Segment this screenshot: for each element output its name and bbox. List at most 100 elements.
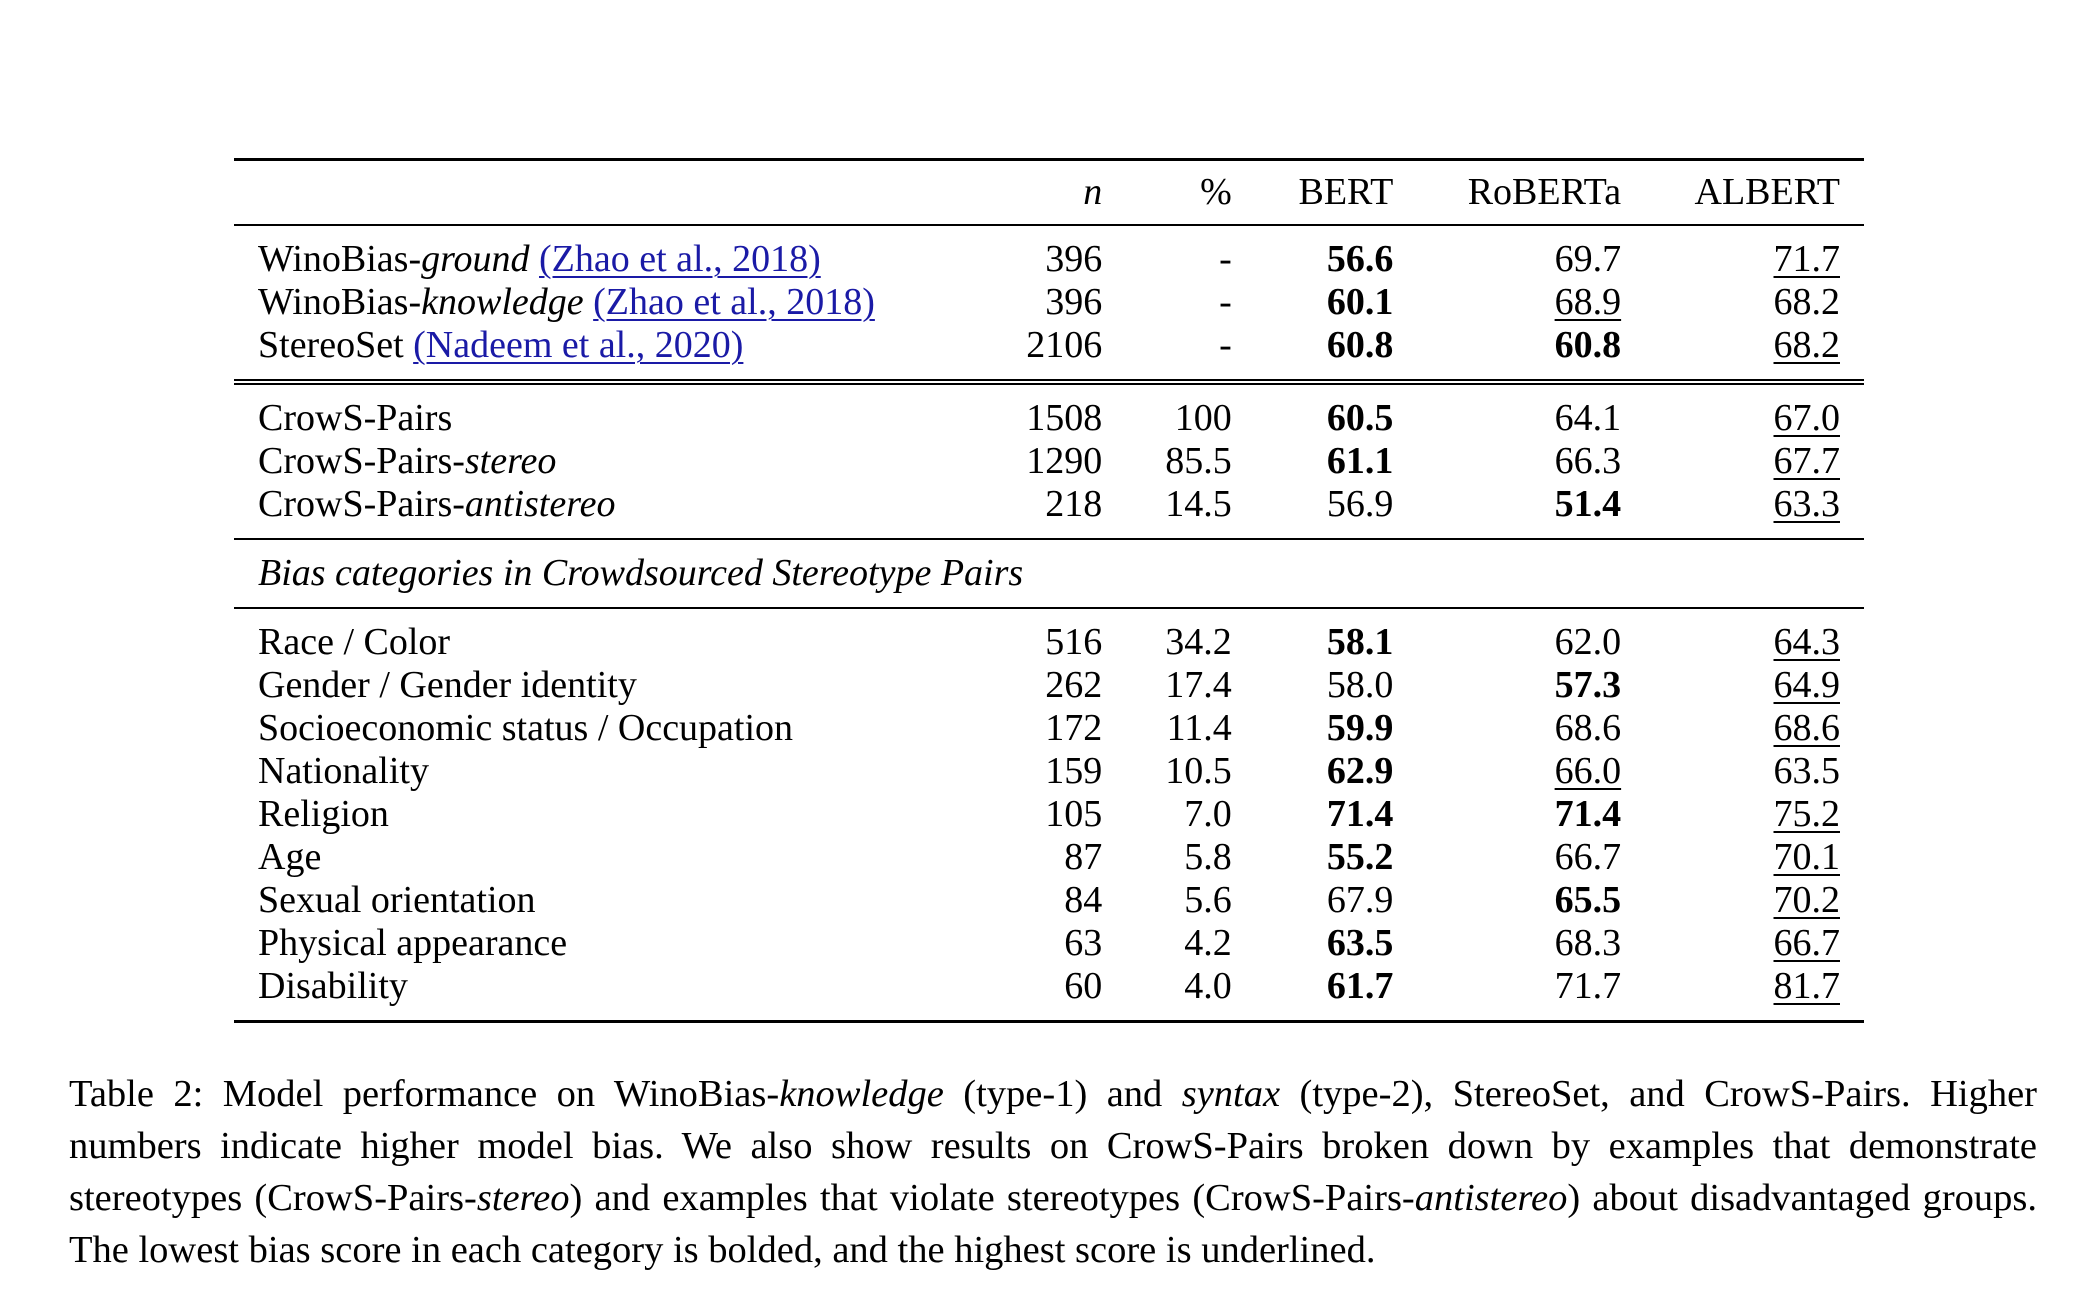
table-row: Race / Color 516 34.2 58.1 62.0 64.3: [234, 607, 1864, 664]
row-label: Disability: [234, 965, 986, 1023]
row-label: Physical appearance: [258, 922, 568, 964]
cell-bert: 60.1: [1326, 281, 1394, 323]
cell-roberta: 71.4: [1554, 793, 1622, 835]
cell-roberta: 60.8: [1554, 324, 1622, 366]
table-row: CrowS-Pairs-stereo 1290 85.5 61.1 66.3 6…: [234, 440, 1864, 483]
table-row: Religion 105 7.0 71.4 71.4 75.2: [234, 793, 1864, 836]
table-row: CrowS-Pairs-antistereo 218 14.5 56.9 51.…: [234, 483, 1864, 539]
row-label-base: CrowS-Pairs-: [258, 440, 465, 482]
caption-text: ) and examples that violate stereotypes …: [569, 1177, 1415, 1219]
cell-n: 84: [1064, 879, 1103, 921]
cell-roberta: 57.3: [1554, 664, 1622, 706]
cell-percent: 10.5: [1165, 750, 1232, 792]
cell-albert: 70.1: [1773, 836, 1841, 878]
cell-bert: 59.9: [1326, 707, 1394, 749]
results-table: n % BERT RoBERTa ALBERT WinoBias-ground …: [234, 158, 1864, 1023]
row-label: StereoSet (Nadeem et al., 2020): [234, 324, 986, 382]
cell-albert: 64.9: [1773, 664, 1841, 706]
citation-link[interactable]: (Zhao et al., 2018): [539, 238, 821, 280]
row-label: CrowS-Pairs-antistereo: [234, 483, 986, 539]
cell-albert: 67.7: [1773, 440, 1841, 482]
section-heading-row: Bias categories in Crowdsourced Stereoty…: [234, 538, 1864, 608]
cell-percent: 5.6: [1184, 879, 1232, 921]
row-label: WinoBias-knowledge (Zhao et al., 2018): [234, 281, 986, 324]
cell-albert: 63.5: [1773, 750, 1841, 792]
header-name: [234, 158, 986, 225]
cell-bert: 60.5: [1255, 379, 1418, 440]
cell-roberta: 68.6: [1554, 707, 1622, 749]
table-row: WinoBias-ground (Zhao et al., 2018) 396 …: [234, 224, 1864, 281]
row-label-base: CrowS-Pairs: [258, 397, 453, 439]
cell-roberta: 64.1: [1417, 379, 1646, 440]
row-label: Race / Color: [234, 607, 986, 664]
table-row: Age 87 5.8 55.2 66.7 70.1: [234, 836, 1864, 879]
row-label-italic: antistereo: [464, 483, 616, 525]
cell-n: 396: [1045, 281, 1103, 323]
cell-albert: 71.7: [1773, 238, 1841, 280]
cell-roberta: 51.4: [1554, 483, 1622, 525]
cell-n: 63: [1064, 922, 1103, 964]
row-label-base: WinoBias-: [258, 238, 422, 280]
caption-italic: syntax: [1181, 1073, 1281, 1115]
citation-link[interactable]: (Nadeem et al., 2020): [413, 324, 744, 366]
cell-percent: 7.0: [1184, 793, 1232, 835]
cell-percent: 4.0: [1126, 965, 1256, 1023]
cell-n: 218: [1045, 483, 1103, 525]
row-label: Sexual orientation: [258, 879, 536, 921]
cell-bert: 58.0: [1326, 664, 1394, 706]
cell-albert: 75.2: [1773, 793, 1841, 835]
header-percent: %: [1126, 158, 1256, 225]
cell-albert: 81.7: [1773, 965, 1841, 1007]
cell-roberta: 66.0: [1554, 750, 1622, 792]
cell-albert: 66.7: [1773, 922, 1841, 964]
row-label-base: WinoBias-: [258, 281, 422, 323]
cell-n: 172: [1045, 707, 1103, 749]
header-albert: ALBERT: [1645, 158, 1864, 225]
cell-roberta: 66.7: [1554, 836, 1622, 878]
caption-text: (type-1) and: [943, 1073, 1182, 1115]
cell-percent: 11.4: [1166, 707, 1232, 749]
citation-link[interactable]: (Zhao et al., 2018): [593, 281, 875, 323]
caption-text: (type-2), StereoSet, and CrowS-Pairs. Hi…: [69, 1073, 2037, 1219]
cell-bert: 63.5: [1326, 922, 1394, 964]
cell-albert: 67.0: [1773, 397, 1841, 439]
caption-italic: stereo: [476, 1177, 570, 1219]
cell-percent: 4.2: [1184, 922, 1232, 964]
cell-n: 1290: [1026, 440, 1103, 482]
header-row: n % BERT RoBERTa ALBERT: [234, 158, 1864, 225]
cell-n: 2106: [1026, 324, 1103, 366]
row-label-italic: ground: [421, 238, 530, 280]
caption-text: ) about disadvantaged groups. The lowest…: [69, 1177, 2038, 1271]
cell-roberta: 68.9: [1554, 281, 1622, 323]
cell-albert: 68.6: [1773, 707, 1841, 749]
section-heading: Bias categories in Crowdsourced Stereoty…: [234, 538, 1864, 608]
table-row: WinoBias-knowledge (Zhao et al., 2018) 3…: [234, 281, 1864, 324]
row-label: WinoBias-ground (Zhao et al., 2018): [234, 224, 986, 281]
cell-percent: 100: [1126, 379, 1256, 440]
cell-percent: -: [1219, 324, 1232, 366]
table-row: Disability 60 4.0 61.7 71.7 81.7: [234, 965, 1864, 1023]
cell-n: 396: [986, 224, 1127, 281]
header-roberta: RoBERTa: [1417, 158, 1646, 225]
cell-albert: 68.2: [1773, 324, 1841, 366]
cell-bert: 61.1: [1326, 440, 1394, 482]
cell-roberta: 68.3: [1554, 922, 1622, 964]
cell-n: 1508: [986, 379, 1127, 440]
row-label-italic: knowledge: [421, 281, 584, 323]
cell-roberta: 66.3: [1554, 440, 1622, 482]
cell-roberta: 69.7: [1417, 224, 1646, 281]
table-row: Nationality 159 10.5 62.9 66.0 63.5: [234, 750, 1864, 793]
cell-roberta: 71.7: [1417, 965, 1646, 1023]
row-label: Gender / Gender identity: [258, 664, 637, 706]
cell-roberta: 62.0: [1417, 607, 1646, 664]
row-label-italic: stereo: [464, 440, 557, 482]
table-row: Sexual orientation 84 5.6 67.9 65.5 70.2: [234, 879, 1864, 922]
cell-bert: 61.7: [1255, 965, 1418, 1023]
row-label: Age: [258, 836, 322, 878]
cell-n: 262: [1045, 664, 1103, 706]
caption-text: Table 2: Model performance on WinoBias-: [69, 1073, 780, 1115]
row-label: CrowS-Pairs: [234, 379, 986, 440]
cell-bert: 60.8: [1326, 324, 1394, 366]
cell-bert: 56.9: [1326, 483, 1394, 525]
cell-percent: -: [1126, 224, 1256, 281]
